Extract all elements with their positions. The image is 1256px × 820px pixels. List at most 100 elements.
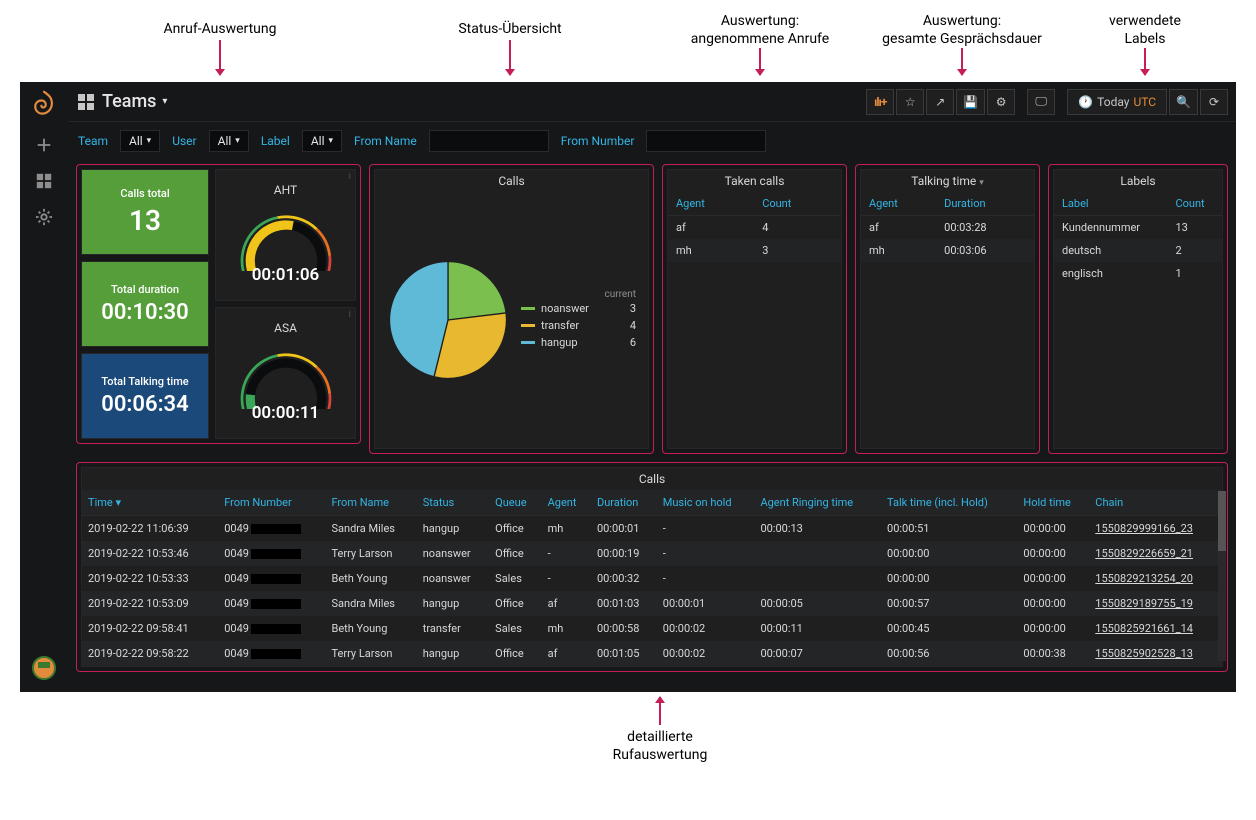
table-cell: 2019-02-22 09:58:22 — [82, 641, 218, 666]
zoom-out-button[interactable]: 🔍 — [1169, 89, 1198, 115]
refresh-button[interactable]: ⟳ — [1200, 89, 1228, 115]
filter-from-number-input[interactable] — [646, 130, 766, 152]
column-header[interactable]: Label — [1054, 192, 1167, 216]
filter-team-value[interactable]: All▾ — [120, 130, 160, 152]
column-header[interactable]: From Number — [218, 490, 325, 516]
column-header[interactable]: Duration — [936, 192, 1034, 216]
table-cell: 00:00:58 — [591, 616, 657, 641]
timezone-text: UTC — [1133, 95, 1156, 109]
table-cell — [754, 541, 881, 566]
table-cell: 0049 — [218, 616, 325, 641]
cycle-view-button[interactable]: 🖵 — [1027, 89, 1055, 115]
column-header[interactable]: Hold time — [1017, 490, 1089, 516]
app-window: Teams ▾ ılı+ ☆ ↗ 💾 ⚙ 🖵 🕐 Today UTC — [20, 82, 1236, 692]
monitor-icon: 🖵 — [1035, 94, 1047, 109]
table-cell: 00:00:51 — [881, 516, 1017, 542]
filter-label-value[interactable]: All▾ — [302, 130, 342, 152]
column-header[interactable]: Queue — [489, 490, 541, 516]
stat-label: Calls total — [120, 187, 169, 200]
column-header[interactable]: Count — [1167, 192, 1222, 216]
table-cell: Office — [489, 541, 541, 566]
arrow-detail — [659, 697, 661, 725]
table-row: 2019-02-22 11:06:390049Sandra Mileshangu… — [82, 516, 1222, 542]
table-cell: 1550829213254_20 — [1089, 566, 1222, 591]
table-cell: 0049 — [218, 541, 325, 566]
column-header[interactable]: Agent — [542, 490, 591, 516]
column-header[interactable]: Chain — [1089, 490, 1222, 516]
table-cell: Office — [489, 641, 541, 666]
panel-group-detail: Calls Time ▾From NumberFrom NameStatusQu… — [76, 462, 1228, 672]
table-cell: mh — [861, 239, 936, 262]
table-cell: 0049 — [218, 641, 325, 666]
column-header[interactable]: Agent Ringing time — [754, 490, 881, 516]
add-panel-button[interactable]: ılı+ — [866, 89, 894, 115]
scrollbar-thumb[interactable] — [1218, 491, 1226, 551]
column-header[interactable]: Agent — [668, 192, 754, 216]
table-cell: hangup — [417, 516, 489, 542]
save-button[interactable]: 💾 — [956, 89, 985, 115]
chain-link[interactable]: 1550829213254_20 — [1095, 572, 1193, 585]
table-cell: 2019-02-22 11:06:39 — [82, 516, 218, 542]
panel-calls-pie: Calls current noanswer 3 transfer 4 hang… — [374, 169, 649, 449]
table-row: mh00:03:06 — [861, 239, 1034, 262]
dashboard-title-text: Teams — [102, 91, 156, 112]
chain-link[interactable]: 1550829226659_21 — [1095, 547, 1193, 560]
column-header[interactable]: Duration — [591, 490, 657, 516]
panel-group-talking-time: Talking time ▾ AgentDurationaf00:03:28mh… — [855, 164, 1040, 454]
dashboard-title[interactable]: Teams ▾ — [102, 91, 167, 112]
avatar[interactable] — [32, 656, 56, 680]
column-header[interactable]: Count — [754, 192, 841, 216]
dashboards-icon[interactable] — [35, 172, 53, 190]
info-icon[interactable]: i — [349, 172, 351, 182]
column-header[interactable]: Status — [417, 490, 489, 516]
time-picker-button[interactable]: 🕐 Today UTC — [1067, 89, 1167, 115]
add-panel-icon: ılı — [874, 95, 881, 109]
arrow-taken-calls — [759, 48, 761, 75]
panel-title: AHT — [274, 179, 297, 201]
chain-link[interactable]: 1550825902528_13 — [1095, 647, 1193, 660]
stat-label: Total duration — [111, 283, 179, 296]
legend-count: 6 — [630, 336, 640, 349]
column-header[interactable]: Music on hold — [657, 490, 755, 516]
save-icon: 💾 — [963, 95, 978, 109]
info-icon[interactable]: i — [349, 310, 351, 320]
table-cell: 00:00:32 — [591, 566, 657, 591]
stat-value: 00:10:30 — [101, 300, 188, 325]
chevron-down-icon: ▾ — [329, 136, 334, 146]
refresh-icon: ⟳ — [1209, 95, 1219, 109]
column-header[interactable]: From Name — [325, 490, 416, 516]
filter-from-name-input[interactable] — [429, 130, 549, 152]
arrow-talking-time — [961, 48, 963, 75]
table-cell: 3 — [754, 239, 841, 262]
grafana-logo — [30, 90, 58, 118]
table-cell: 00:00:05 — [754, 591, 881, 616]
table-row: 2019-02-22 10:53:090049Sandra Mileshangu… — [82, 591, 1222, 616]
table-cell: af — [542, 591, 591, 616]
plus-icon[interactable] — [35, 136, 53, 154]
column-header[interactable]: Time ▾ — [82, 490, 218, 516]
table-cell: 00:00:00 — [1017, 616, 1089, 641]
filter-team-label: Team — [78, 134, 108, 148]
table-row: mh3 — [668, 239, 841, 262]
column-header[interactable]: Talk time (incl. Hold) — [881, 490, 1017, 516]
table-cell: af — [542, 641, 591, 666]
share-button[interactable]: ↗ — [926, 89, 954, 115]
chain-link[interactable]: 1550829189755_19 — [1095, 597, 1193, 610]
legend-row: transfer 4 — [521, 317, 640, 334]
column-header[interactable]: Agent — [861, 192, 936, 216]
table-cell: 00:00:00 — [1017, 566, 1089, 591]
filter-bar: Team All▾ User All▾ Label All▾ From Name… — [68, 122, 1236, 160]
table-cell: 1550825921661_14 — [1089, 616, 1222, 641]
settings-button[interactable]: ⚙ — [987, 89, 1015, 115]
gauge-aht — [231, 201, 341, 271]
sort-indicator-icon: ▾ — [113, 496, 121, 509]
table-cell: 1550825902528_13 — [1089, 641, 1222, 666]
gear-icon[interactable] — [35, 208, 53, 226]
star-button[interactable]: ☆ — [896, 89, 924, 115]
table-cell: 00:03:06 — [936, 239, 1034, 262]
chain-link[interactable]: 1550825921661_14 — [1095, 622, 1193, 635]
chain-link[interactable]: 1550829999166_23 — [1095, 522, 1193, 535]
filter-user-value[interactable]: All▾ — [209, 130, 249, 152]
main-area: Teams ▾ ılı+ ☆ ↗ 💾 ⚙ 🖵 🕐 Today UTC — [68, 82, 1236, 692]
scrollbar[interactable] — [1218, 491, 1226, 661]
